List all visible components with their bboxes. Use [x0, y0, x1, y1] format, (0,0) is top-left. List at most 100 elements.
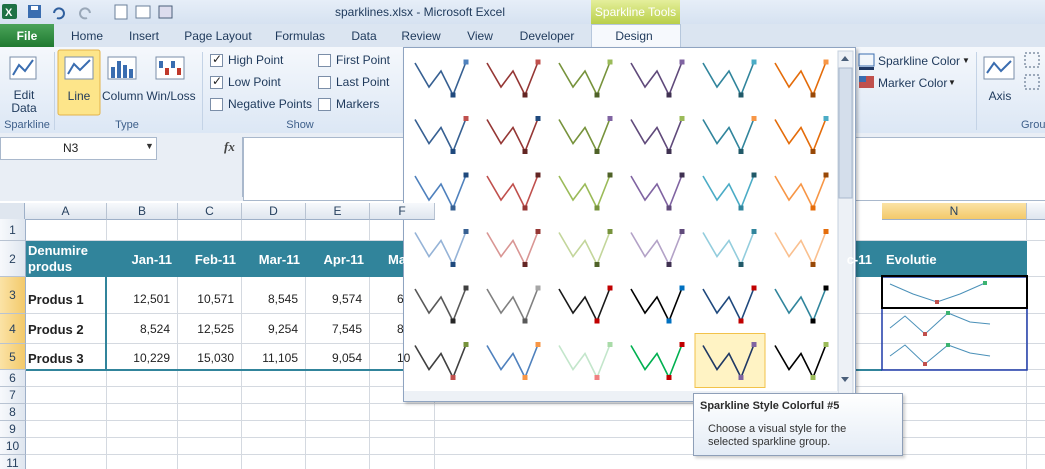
style-line [774, 287, 827, 323]
sparkline-high-marker [946, 311, 950, 315]
style-low-marker [450, 92, 456, 98]
ribbon-tab[interactable]: Home [70, 29, 104, 43]
sparkline-low-marker [935, 300, 939, 304]
style-high-marker [751, 229, 757, 234]
formula-bar-separator [162, 137, 243, 197]
group-label: Show [286, 119, 314, 131]
ribbon-tab[interactable]: Page Layout [184, 29, 252, 43]
value-cell: 10,571 [197, 292, 234, 306]
sparkline-low-marker [923, 362, 927, 366]
row-header: 10 [0, 438, 26, 455]
style-line [774, 118, 827, 154]
name-box-dropdown[interactable]: ▼ [145, 141, 154, 151]
value-cell: 7,545 [331, 322, 362, 336]
marker-color-button[interactable]: Marker Color [878, 76, 948, 90]
camera-icon[interactable] [158, 5, 173, 19]
axis-button[interactable]: Axis [988, 89, 1012, 103]
style-low-marker [738, 262, 744, 267]
style-high-marker [823, 172, 829, 178]
style-line [486, 231, 539, 267]
redo-icon[interactable] [79, 7, 91, 20]
gallery-scroll-thumb[interactable] [838, 67, 853, 199]
style-low-marker [666, 375, 672, 380]
sparkline-color-swatch [859, 67, 874, 70]
gallery-resize-bar[interactable] [404, 391, 838, 401]
row-header: 5 [0, 344, 26, 370]
style-low-marker [666, 262, 672, 267]
function-button[interactable]: fx [224, 139, 235, 154]
ribbon-tab[interactable]: Data [351, 29, 377, 43]
style-low-marker [810, 262, 816, 267]
active-cell-border [881, 275, 1028, 309]
column-header: B [107, 203, 178, 220]
style-high-marker [463, 172, 469, 178]
checkbox-label[interactable]: First Point [336, 53, 391, 67]
scroll-up-arrow[interactable] [841, 56, 849, 61]
tab-row [0, 24, 1045, 48]
scroll-down-arrow[interactable] [841, 377, 849, 382]
dropdown-arrow: ▼ [962, 56, 970, 65]
edit-data-icon-line [12, 59, 34, 76]
style-line [414, 174, 467, 210]
ribbon-tab[interactable]: Formulas [274, 29, 326, 43]
checkbox[interactable]: ✓ [210, 74, 223, 89]
line-icon-line [67, 59, 91, 75]
group-label: Type [115, 119, 139, 131]
style-line [630, 61, 683, 97]
style-high-marker [679, 342, 685, 347]
checkbox-label[interactable]: Low Point [228, 75, 281, 89]
edit-data-button[interactable]: Edit Data [11, 88, 37, 115]
form-icon[interactable] [135, 5, 151, 19]
product-name: Produs 3 [28, 351, 84, 366]
sparkline-color-button[interactable]: Sparkline Color [878, 54, 961, 68]
value-cell: 10,229 [133, 351, 170, 365]
sparkline-high-marker [983, 281, 987, 285]
style-line [414, 61, 467, 97]
tooltip-text: Choose a visual style for the selected s… [708, 423, 847, 448]
ribbon-tab[interactable]: Developer [519, 29, 575, 43]
winloss-icon-bar [171, 61, 175, 68]
chart-type-button[interactable]: Win/Loss [146, 89, 196, 103]
value-cell: 8,545 [267, 292, 298, 306]
style-high-marker [751, 285, 757, 291]
table-header-cell: Mar-11 [258, 252, 300, 267]
print-preview-icon[interactable] [114, 4, 128, 20]
chart-type-button[interactable]: Column [102, 89, 144, 103]
quick-access-toolbar: X [2, 4, 173, 20]
checkbox-label[interactable]: Last Point [336, 75, 390, 89]
checkbox-label[interactable]: High Point [228, 53, 284, 67]
style-line [414, 344, 467, 380]
sparkline-row-4 [889, 312, 991, 335]
sparkline-color-icon [858, 53, 875, 67]
undo-icon[interactable] [53, 7, 65, 20]
ribbon-tab[interactable]: Review [401, 29, 441, 43]
ribbon-tab[interactable]: Insert [128, 29, 160, 43]
checkbox-label[interactable]: Negative Points [228, 97, 313, 111]
chart-type-button[interactable]: Line [67, 89, 91, 103]
checkbox-label[interactable]: Markers [336, 97, 380, 111]
group-separator [202, 52, 203, 130]
column-header: C [178, 203, 242, 220]
checkbox[interactable] [318, 98, 331, 111]
ribbon-tab[interactable]: Design [615, 29, 653, 43]
checkbox[interactable] [318, 76, 331, 89]
checkbox[interactable] [210, 98, 223, 111]
name-box[interactable] [0, 137, 157, 160]
table-header-cell: Ma [388, 252, 407, 267]
style-line [702, 231, 755, 267]
style-low-marker [522, 205, 528, 211]
ribbon-tab[interactable]: File [16, 29, 38, 43]
style-low-marker [522, 262, 528, 267]
style-low-marker [738, 318, 744, 324]
value-cell: 9,054 [331, 351, 362, 365]
style-high-marker [823, 285, 829, 291]
row-header: 11 [0, 455, 26, 469]
style-line [558, 118, 611, 154]
row-header: 9 [0, 421, 26, 438]
checkbox[interactable] [318, 54, 331, 67]
style-line [630, 287, 683, 323]
ribbon-tab[interactable]: View [467, 29, 493, 43]
checkbox[interactable]: ✓ [210, 52, 223, 67]
style-low-marker [810, 375, 816, 380]
style-line [702, 61, 755, 97]
